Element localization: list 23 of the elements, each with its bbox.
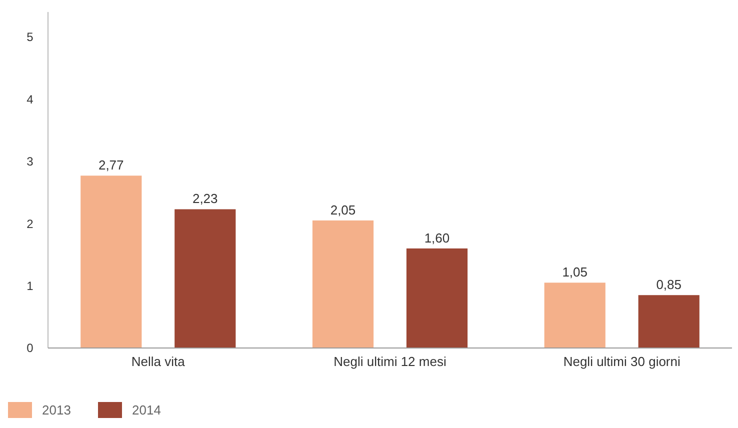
bar bbox=[312, 220, 374, 348]
bar bbox=[638, 295, 700, 348]
legend-label: 2014 bbox=[132, 402, 161, 418]
bar bbox=[406, 248, 468, 348]
y-tick-label: 4 bbox=[26, 92, 34, 106]
x-tick-label: Negli ultimi 12 mesi bbox=[334, 354, 446, 369]
data-label: 0,85 bbox=[656, 277, 682, 292]
y-tick-label: 5 bbox=[26, 30, 34, 44]
data-label: 2,23 bbox=[192, 191, 218, 206]
bar bbox=[80, 176, 142, 348]
legend-label: 2013 bbox=[42, 402, 71, 418]
y-tick-label: 1 bbox=[26, 278, 34, 293]
y-tick-label: 2 bbox=[26, 216, 34, 231]
data-label: 2,05 bbox=[330, 202, 356, 218]
data-label: 2,77 bbox=[98, 158, 124, 173]
x-tick-label: Nella vita bbox=[131, 354, 186, 369]
y-tick-label: 0 bbox=[26, 341, 34, 356]
bar bbox=[544, 282, 606, 348]
bar bbox=[174, 209, 236, 348]
y-tick-label: 3 bbox=[26, 154, 34, 169]
data-label: 1,60 bbox=[424, 230, 450, 246]
x-tick-label: Negli ultimi 30 giorni bbox=[563, 354, 680, 369]
data-label: 1,05 bbox=[562, 264, 588, 280]
